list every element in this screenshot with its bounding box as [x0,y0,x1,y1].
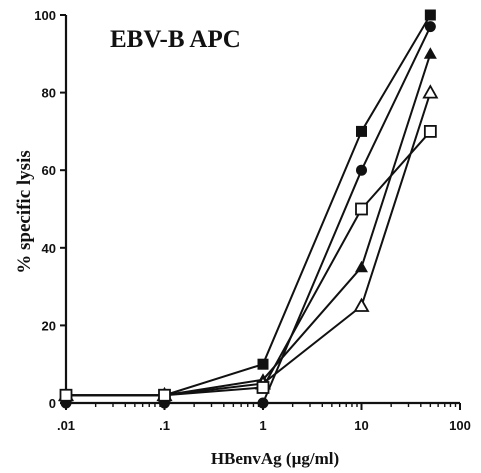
data-point-filled-square [424,9,436,21]
y-tick-label: 80 [42,86,56,101]
data-point-open-square [355,202,368,216]
series-markers [57,9,439,409]
series-line-open-triangle [66,92,432,397]
data-point-filled-square [257,358,269,370]
y-tick-label: 60 [42,163,56,178]
y-tick-label: 100 [34,8,56,23]
data-point-open-square [423,125,437,138]
series-lines [66,14,432,404]
y-tick-label: 20 [42,318,56,333]
x-axis-title: HBenvAg (µg/ml) [211,449,339,468]
data-point-filled-circle [424,21,436,33]
data-point-filled-circle [356,164,367,176]
x-tick-label: .01 [57,418,75,433]
data-point-open-square [158,388,171,402]
data-point-open-triangle [422,84,439,99]
x-tick-label: 100 [449,418,471,433]
x-tick-label: 10 [354,418,368,433]
data-point-filled-circle [257,397,269,409]
data-point-open-triangle [353,297,370,312]
y-tick-label: 0 [49,396,56,411]
y-tick-label: 40 [42,241,56,256]
data-point-filled-triangle [355,260,368,273]
series-line-filled-square [66,14,432,397]
data-point-filled-triangle [423,47,437,59]
chart-title: EBV-B APC [110,26,241,53]
data-point-open-square [256,381,270,394]
y-axis-title: % specific lysis [14,150,35,274]
x-tick-label: .1 [159,418,170,433]
data-point-filled-square [356,125,367,137]
series-line-filled-triangle [66,53,432,397]
data-point-open-square [59,388,73,402]
series-line-filled-circle [66,26,432,404]
axes: 0 20 40 60 80 100 .01 .1 1 10 100 [34,8,471,433]
x-tick-label: 1 [259,418,266,433]
